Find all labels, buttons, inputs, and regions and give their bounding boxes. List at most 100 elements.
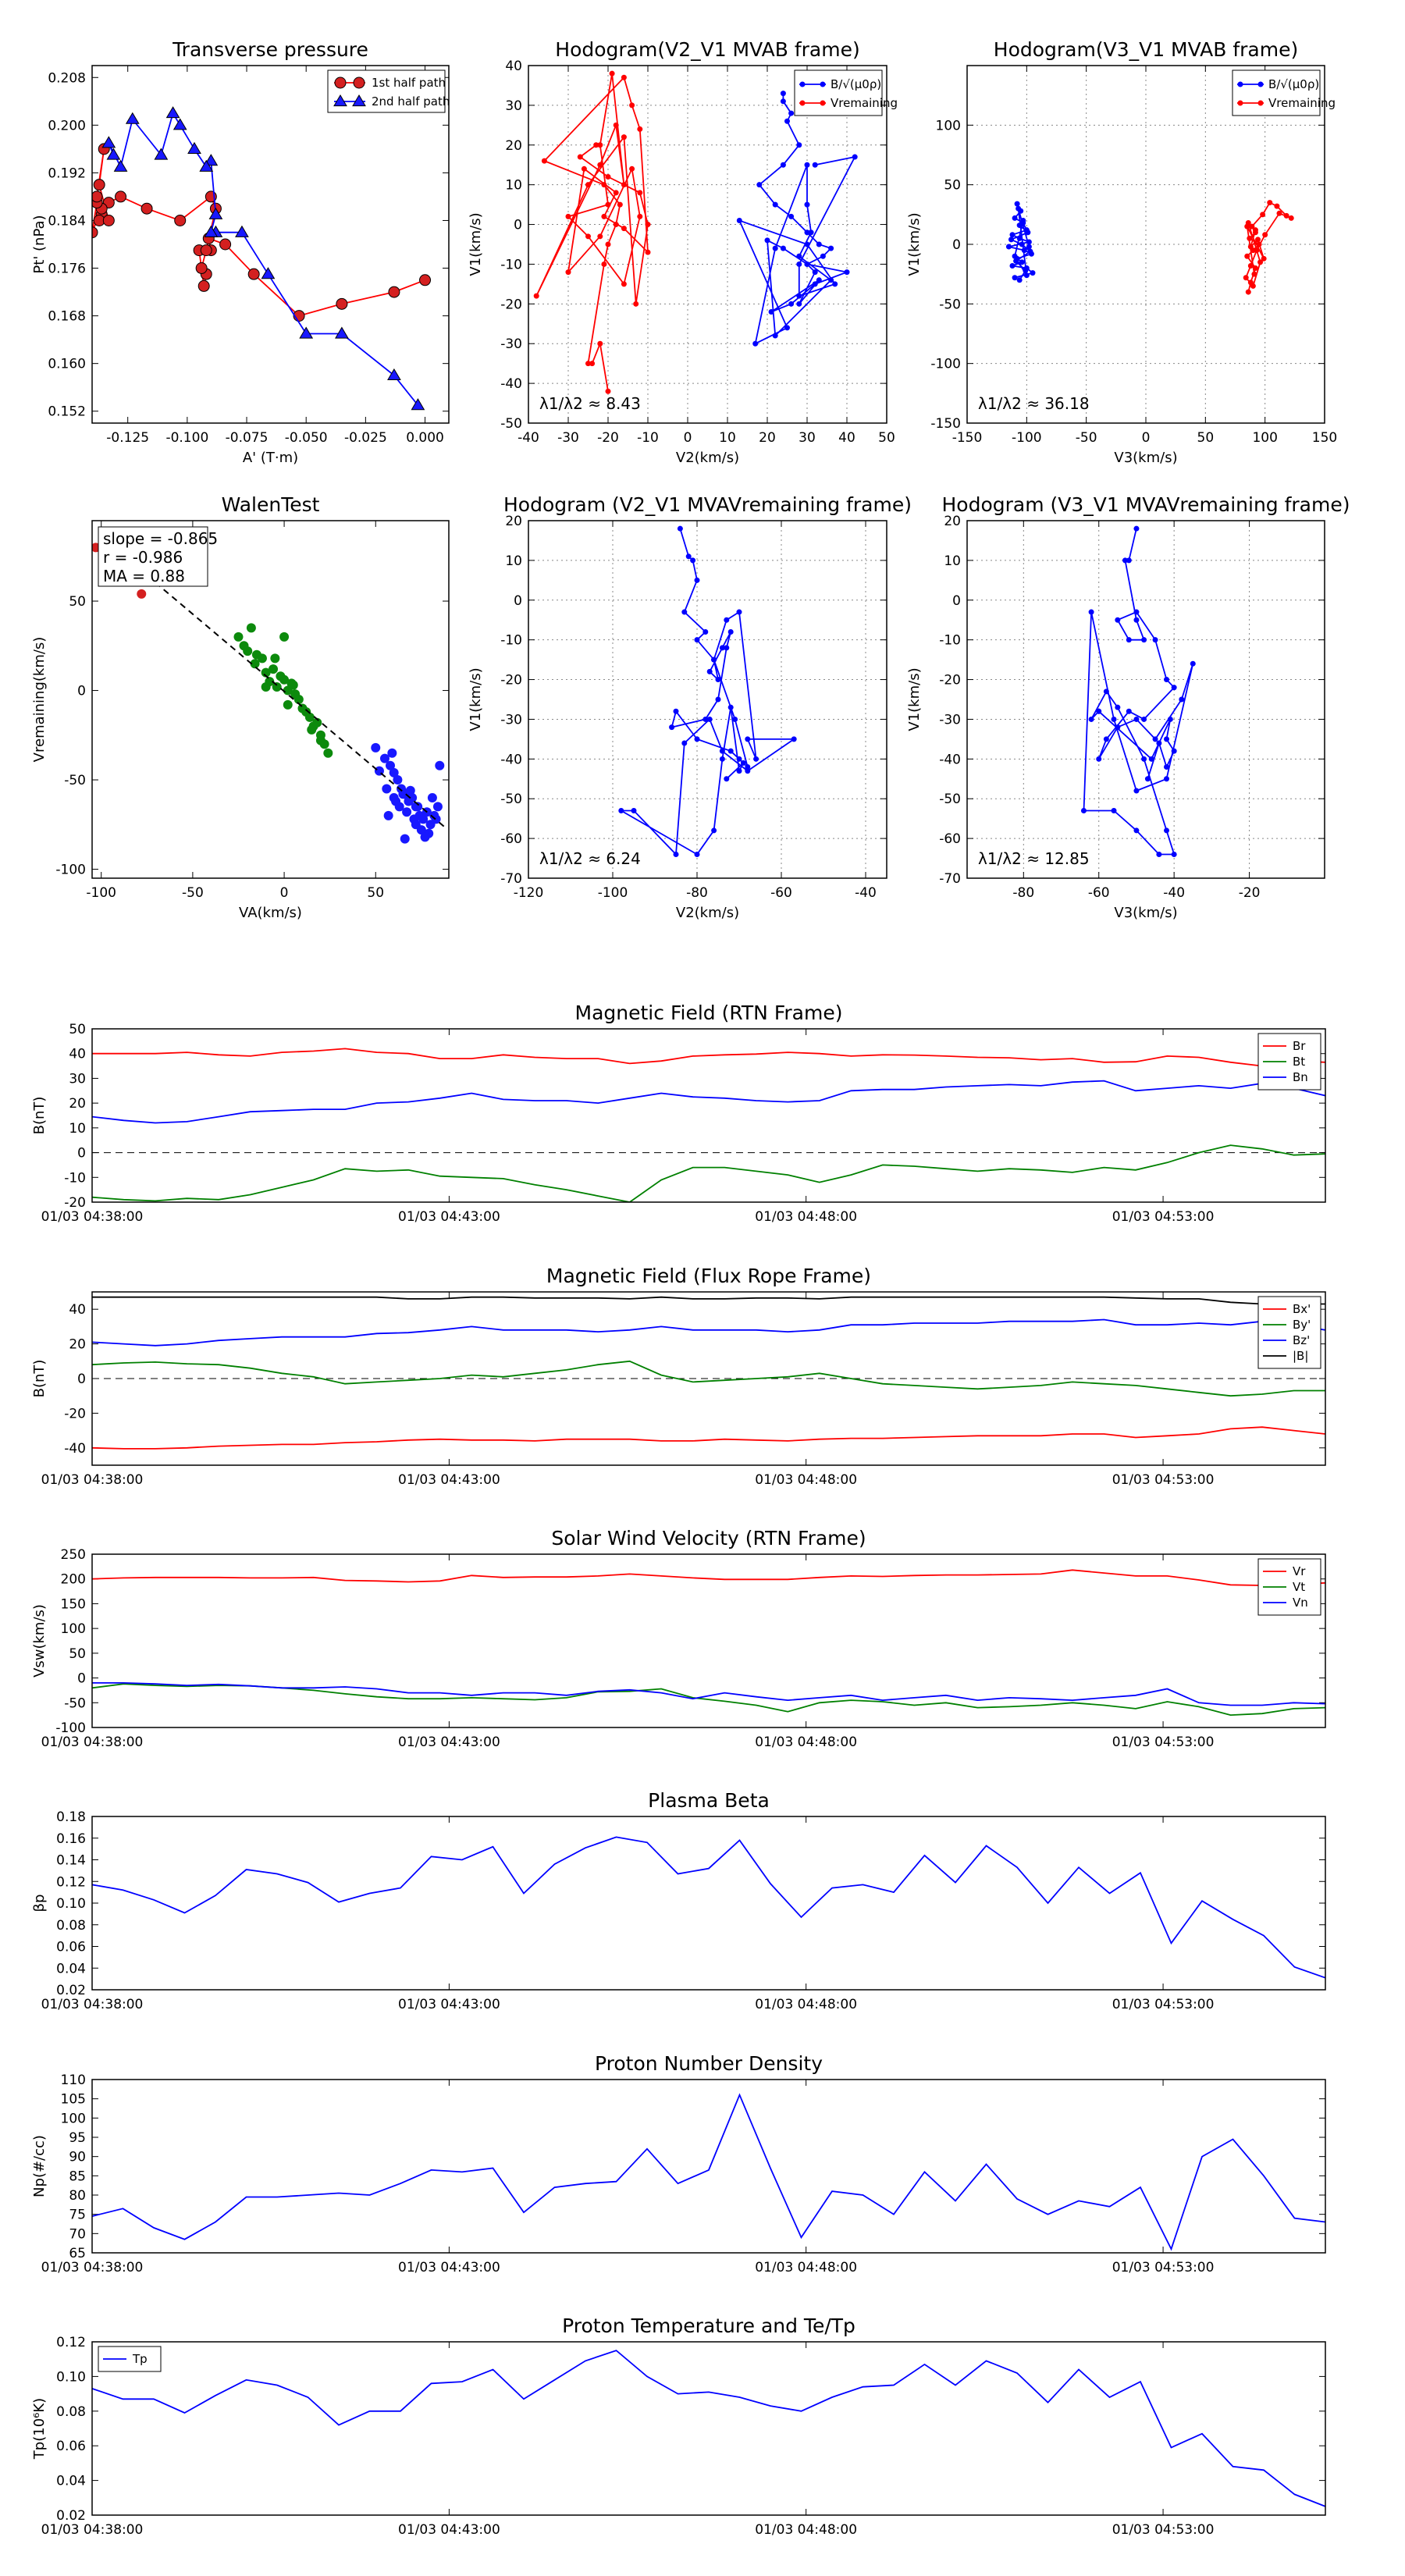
tp-xtick-label-2: -0.075 bbox=[226, 430, 269, 446]
h21r-ytick-label-8: 10 bbox=[505, 553, 522, 569]
h21-point-B-14 bbox=[844, 269, 850, 276]
h21-xtick-label-5: 10 bbox=[719, 430, 736, 446]
h31-point-B-16 bbox=[1012, 275, 1018, 281]
h21-frame bbox=[528, 65, 887, 424]
tp-point-2nd half path-16 bbox=[113, 159, 128, 172]
beta-frame bbox=[91, 1816, 1326, 1991]
h31-legend-dot-b-0 bbox=[1257, 81, 1264, 87]
plot-beta: 0.02 0.04 0.06 0.08 0.10 0.12 0.14 0.16 0.18 01/0… bbox=[31, 1789, 1326, 2012]
tp-point-2nd half path-1 bbox=[387, 368, 401, 381]
tp-point-2nd half path-13 bbox=[165, 106, 180, 119]
h21-legend-dot-a-0 bbox=[799, 81, 806, 87]
h31r-point-V-27 bbox=[1156, 851, 1162, 857]
vel-legend-label-0: Vr bbox=[1293, 1564, 1306, 1578]
h31r-point-V-17 bbox=[1152, 736, 1158, 742]
mag_fr-legend-label-3: |B| bbox=[1293, 1349, 1308, 1363]
h21-point-V-13 bbox=[645, 249, 651, 255]
h31-legend-dot-b-1 bbox=[1257, 100, 1264, 106]
h21r-point-V-28 bbox=[745, 768, 751, 774]
h21-ytick-label-4: -10 bbox=[500, 257, 522, 272]
walen-title: WalenTest bbox=[222, 493, 320, 516]
h31-ytick-label-0: -150 bbox=[930, 416, 961, 432]
h21-ytick-label-5: 0 bbox=[514, 218, 522, 233]
h21-point-B-39 bbox=[812, 162, 818, 168]
h21-point-V-9 bbox=[541, 158, 547, 164]
h31r-point-V-22 bbox=[1111, 716, 1117, 722]
h21-legend-dot-b-1 bbox=[820, 100, 826, 106]
vel-ylabel: Vsw(km/s) bbox=[31, 1604, 48, 1678]
h31r-xlabel: V3(km/s) bbox=[1114, 905, 1177, 921]
tp-point-2nd half path-12 bbox=[173, 118, 187, 130]
mag_fr-title: Magnetic Field (Flux Rope Frame) bbox=[546, 1265, 871, 1287]
walen-point-blue-0 bbox=[371, 742, 381, 753]
tp-point-2nd half path-3 bbox=[299, 326, 314, 339]
beta-ytick-label-6: 0.14 bbox=[56, 1853, 86, 1869]
np-ytick-label-9: 110 bbox=[61, 2073, 86, 2088]
np-time-label-2: 01/03 04:48:00 bbox=[755, 2260, 857, 2275]
tp-ytick-label-2: 0.168 bbox=[48, 309, 86, 325]
h21-series-V-line bbox=[535, 73, 649, 392]
tp-legend-marker-b-1 bbox=[352, 94, 366, 107]
h21r-point-V-34 bbox=[618, 807, 624, 813]
h21-point-V-35 bbox=[645, 222, 651, 228]
plot-vel: -100 -50 0 50 100 150 200 250 01/03 04:38:00 01/0… bbox=[31, 1527, 1326, 1750]
h21r-xlabel: V2(km/s) bbox=[676, 905, 739, 921]
h21-ylabel: V1(km/s) bbox=[468, 212, 484, 276]
h31r-ytick-label-8: 10 bbox=[944, 553, 961, 569]
h31r-ytick-label-7: 0 bbox=[952, 593, 961, 609]
h21-point-V-32 bbox=[585, 182, 591, 188]
h31-xtick-label-3: 0 bbox=[1142, 430, 1151, 446]
h21-point-B-4 bbox=[796, 142, 802, 148]
h21-xtick-label-3: -10 bbox=[637, 430, 659, 446]
mag_rtn-series-Bt bbox=[92, 1144, 1325, 1202]
walen-point-blue-20 bbox=[402, 807, 412, 817]
h21r-point-V-8 bbox=[715, 677, 721, 683]
h21-point-V-29 bbox=[613, 122, 619, 128]
mag_fr-time-label-1: 01/03 04:43:00 bbox=[398, 1472, 500, 1488]
h21r-point-V-31 bbox=[681, 740, 688, 746]
tp2-ytick-label-0: 0.02 bbox=[56, 2508, 86, 2524]
plot-h21r: -120 -100 -80 -60 -40-70-60-50-40-30-20-1001… bbox=[468, 493, 912, 921]
h21-point-B-37 bbox=[796, 261, 802, 267]
h21-point-V-25 bbox=[605, 201, 611, 208]
np-data bbox=[92, 2093, 1325, 2251]
tp-point-2nd half path-4 bbox=[261, 267, 276, 279]
h21-point-B-26 bbox=[796, 253, 802, 259]
walen-point-blue-4 bbox=[393, 775, 403, 785]
tp2-frame bbox=[91, 2341, 1326, 2516]
h31r-point-V-1 bbox=[1126, 557, 1132, 564]
h31r-point-V-33 bbox=[1088, 716, 1094, 722]
h31-point-B-0 bbox=[1014, 201, 1020, 207]
h21r-title: Hodogram (V2_V1 MVAVremaining frame) bbox=[503, 493, 912, 516]
tp2-time-label-1: 01/03 04:43:00 bbox=[398, 2522, 500, 2538]
h31r-point-V-32 bbox=[1103, 688, 1109, 695]
h21-legend-box bbox=[794, 69, 883, 116]
h21-ytick-label-9: 40 bbox=[505, 59, 522, 74]
h21-point-V-18 bbox=[565, 269, 571, 276]
h21-point-B-32 bbox=[784, 325, 790, 331]
h31-point-V-3 bbox=[1244, 253, 1250, 259]
h31-point-V-22 bbox=[1252, 227, 1258, 233]
h21-xtick-label-1: -30 bbox=[557, 430, 579, 446]
walen-point-green-31 bbox=[315, 735, 325, 745]
h21-point-B-17 bbox=[768, 309, 774, 315]
h31r-title: Hodogram (V3_V1 MVAVremaining frame) bbox=[942, 493, 1350, 516]
h21-ytick-label-0: -50 bbox=[500, 416, 522, 432]
h21-point-V-3 bbox=[585, 361, 591, 367]
plot-tp2: 0.02 0.04 0.06 0.08 0.10 0.12 01/03 04:38:00 01… bbox=[31, 2314, 1326, 2538]
h21-point-B-31 bbox=[752, 340, 759, 347]
walen-point-green-0 bbox=[233, 632, 244, 642]
h21r-point-V-41 bbox=[724, 776, 730, 782]
np-ytick-label-1: 70 bbox=[69, 2226, 86, 2242]
h31-point-V-5 bbox=[1256, 241, 1262, 247]
h31r-xtick-label-1: -60 bbox=[1088, 885, 1110, 901]
h31r-point-V-38 bbox=[1171, 748, 1177, 754]
h21r-point-V-24 bbox=[736, 609, 742, 615]
h31r-frame bbox=[966, 520, 1325, 879]
h21r-point-V-14 bbox=[702, 716, 709, 722]
h21-point-B-15 bbox=[812, 281, 818, 287]
h21-xtick-label-0: -40 bbox=[518, 430, 539, 446]
h21-point-B-19 bbox=[796, 301, 802, 307]
h31-point-V-27 bbox=[1251, 271, 1257, 277]
h21r-point-V-11 bbox=[727, 628, 734, 635]
